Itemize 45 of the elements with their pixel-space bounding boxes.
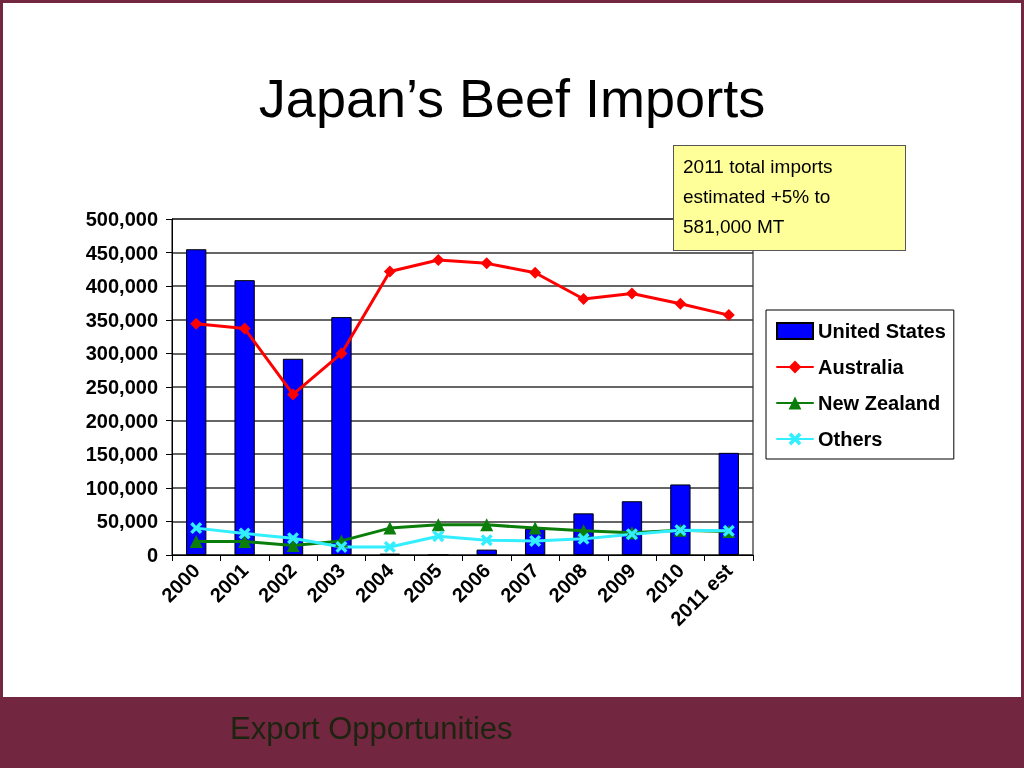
y-tick-label: 400,000	[85, 275, 158, 298]
point	[528, 521, 542, 535]
point	[529, 266, 542, 279]
y-tick-label: 150,000	[85, 443, 158, 466]
legend-label: Australia	[818, 356, 905, 378]
point	[480, 534, 493, 547]
callout-box: 2011 total imports estimated +5% to 581,000 MT	[673, 145, 906, 251]
legend-label: United States	[818, 320, 946, 342]
legend-label: Others	[818, 428, 883, 450]
point	[432, 253, 445, 266]
y-tick-label: 450,000	[85, 241, 158, 264]
point	[190, 317, 203, 330]
y-tick-label: 50,000	[96, 510, 158, 533]
point	[238, 535, 252, 549]
point	[335, 347, 348, 360]
point	[335, 540, 348, 553]
point	[432, 530, 445, 543]
y-tick-label: 200,000	[85, 409, 158, 432]
point	[431, 518, 445, 532]
point	[383, 540, 396, 553]
y-tick-label: 300,000	[85, 342, 158, 365]
y-tick-label: 100,000	[85, 476, 158, 499]
chart-title: Japan’s Beef Imports	[258, 68, 766, 128]
legend-label: New Zealand	[818, 392, 941, 414]
point	[287, 532, 300, 545]
point	[722, 309, 735, 322]
point	[189, 535, 203, 549]
point	[383, 521, 397, 535]
annotation: 2011 total imports estimated +5% to 581,000 MT	[683, 156, 833, 237]
y-tick-label: 0	[146, 544, 158, 566]
y-tick-label: 500,000	[85, 208, 158, 230]
point	[190, 522, 203, 535]
point	[480, 257, 493, 270]
point	[625, 287, 638, 300]
point	[577, 292, 590, 305]
point	[480, 518, 494, 532]
point	[674, 297, 687, 310]
y-tick-label: 350,000	[85, 308, 158, 331]
point	[287, 388, 300, 401]
point	[286, 539, 300, 553]
point	[383, 265, 396, 278]
point	[238, 322, 251, 335]
text: Export Opportunities	[230, 711, 513, 747]
point	[238, 527, 251, 540]
y-tick-label: 250,000	[85, 376, 158, 398]
